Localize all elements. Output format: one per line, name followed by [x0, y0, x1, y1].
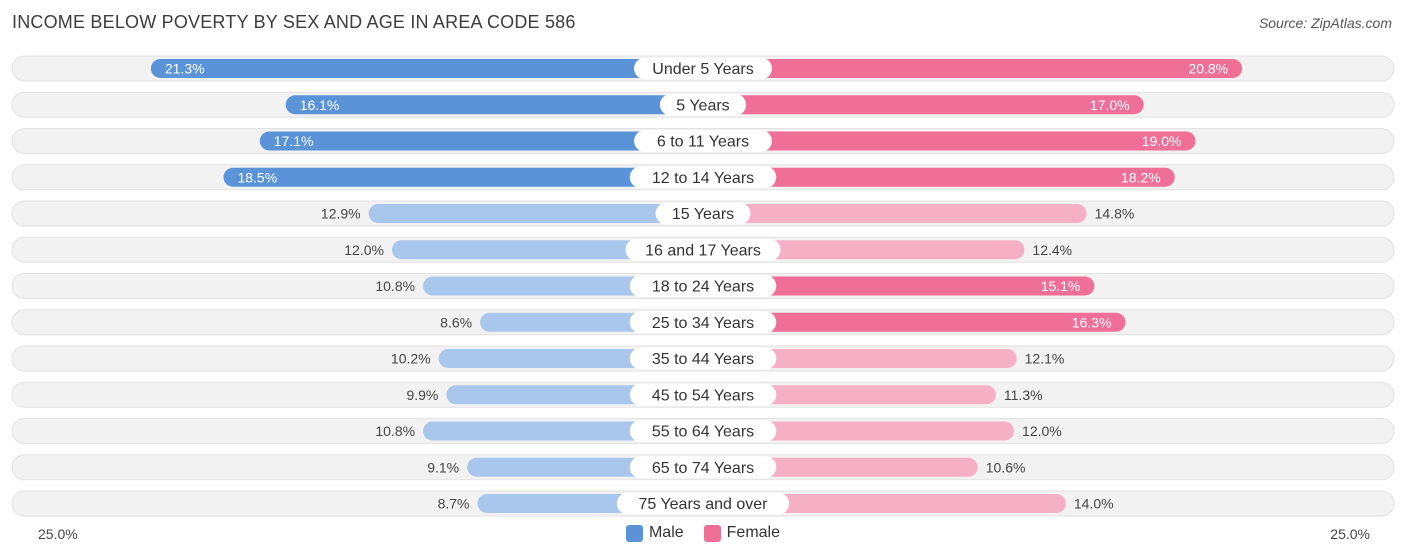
- diverging-bar-chart: 21.3% 20.8% Under 5 Years 16.1% 17.0% 5 Years…: [11, 55, 1395, 517]
- value-label-female: 16.3%: [1072, 314, 1112, 330]
- bar-female: [703, 204, 1087, 223]
- category-label: 18 to 24 Years: [652, 279, 754, 296]
- category-pill: [629, 275, 777, 297]
- category-pill: [616, 492, 790, 515]
- value-label-female: 20.8%: [1188, 61, 1228, 77]
- value-label-female: 10.6%: [986, 459, 1026, 475]
- value-label-male: 10.8%: [375, 423, 415, 439]
- category-pill: [629, 311, 777, 334]
- value-label-male: 8.6%: [440, 314, 472, 330]
- bar-female: [703, 385, 996, 405]
- value-label-male: 18.5%: [237, 169, 277, 185]
- bar-male: [368, 204, 703, 223]
- bar-female: [703, 312, 1126, 332]
- value-label-female: 17.0%: [1090, 97, 1130, 113]
- category-pill: [625, 238, 781, 261]
- category-label: 12 to 14 Years: [652, 170, 754, 187]
- value-label-female: 12.1%: [1025, 351, 1065, 367]
- bar-female: [703, 167, 1175, 187]
- legend-swatch-male: [625, 524, 643, 542]
- category-label: 55 to 64 Years: [652, 424, 754, 441]
- category-label: 45 to 54 Years: [652, 387, 754, 404]
- value-label-male: 12.0%: [344, 242, 384, 258]
- axis-right-label: 25.0%: [1330, 526, 1370, 542]
- value-label-female: 11.3%: [1004, 387, 1043, 403]
- value-label-male: 10.8%: [375, 278, 415, 294]
- axis-left-label: 25.0%: [38, 526, 78, 542]
- bar-male: [259, 131, 703, 151]
- value-label-male: 21.3%: [165, 61, 205, 77]
- value-label-male: 9.9%: [406, 387, 438, 403]
- value-label-male: 17.1%: [274, 133, 314, 149]
- value-label-male: 9.1%: [427, 459, 459, 475]
- category-label: 6 to 11 Years: [657, 134, 749, 151]
- legend-label-female: Female: [726, 524, 781, 541]
- value-label-female: 14.0%: [1074, 496, 1114, 512]
- value-label-female: 15.1%: [1041, 278, 1081, 294]
- category-label: 5 Years: [676, 97, 729, 114]
- category-label: 65 to 74 Years: [652, 460, 754, 477]
- category-label: 15 Years: [672, 206, 734, 223]
- value-label-female: 19.0%: [1142, 133, 1182, 149]
- legend-label-male: Male: [648, 524, 684, 541]
- category-pill: [634, 130, 772, 152]
- bar-female: [703, 240, 1025, 260]
- category-label: 35 to 44 Years: [652, 351, 754, 368]
- chart-source: Source: ZipAtlas.com: [1258, 15, 1392, 31]
- bar-female: [703, 95, 1144, 115]
- value-label-female: 12.0%: [1022, 423, 1062, 439]
- category-pill: [629, 383, 777, 406]
- value-label-male: 12.9%: [321, 206, 361, 222]
- value-label-female: 12.4%: [1032, 242, 1072, 258]
- bar-female: [703, 349, 1017, 368]
- bar-male: [391, 240, 703, 260]
- legend: Male Female: [0, 524, 1406, 542]
- bar-female: [703, 59, 1243, 78]
- value-label-female: 14.8%: [1095, 206, 1135, 222]
- bar-male: [223, 167, 704, 187]
- legend-item-male[interactable]: Male: [625, 524, 684, 542]
- category-pill: [629, 420, 777, 442]
- category-pill: [655, 202, 751, 225]
- value-label-male: 16.1%: [300, 97, 340, 113]
- category-label: 25 to 34 Years: [652, 315, 754, 332]
- category-label: Under 5 Years: [652, 61, 753, 78]
- legend-swatch-female: [703, 524, 721, 542]
- category-pill: [629, 347, 777, 370]
- value-label-female: 18.2%: [1121, 169, 1161, 185]
- category-pill: [629, 166, 777, 189]
- bar-male: [285, 95, 703, 115]
- legend-item-female[interactable]: Female: [703, 524, 781, 542]
- bar-male: [150, 59, 704, 78]
- category-pill: [634, 57, 772, 80]
- chart-title: INCOME BELOW POVERTY BY SEX AND AGE IN A…: [12, 12, 576, 32]
- value-label-male: 10.2%: [391, 351, 431, 367]
- bar-female: [703, 494, 1066, 513]
- value-label-male: 8.7%: [438, 496, 470, 512]
- bar-female: [703, 131, 1196, 151]
- category-label: 75 Years and over: [639, 496, 769, 513]
- category-pill: [659, 93, 747, 116]
- category-label: 16 and 17 Years: [645, 242, 761, 259]
- bar-female: [703, 421, 1015, 441]
- category-pill: [629, 456, 777, 479]
- bar-female: [703, 276, 1095, 296]
